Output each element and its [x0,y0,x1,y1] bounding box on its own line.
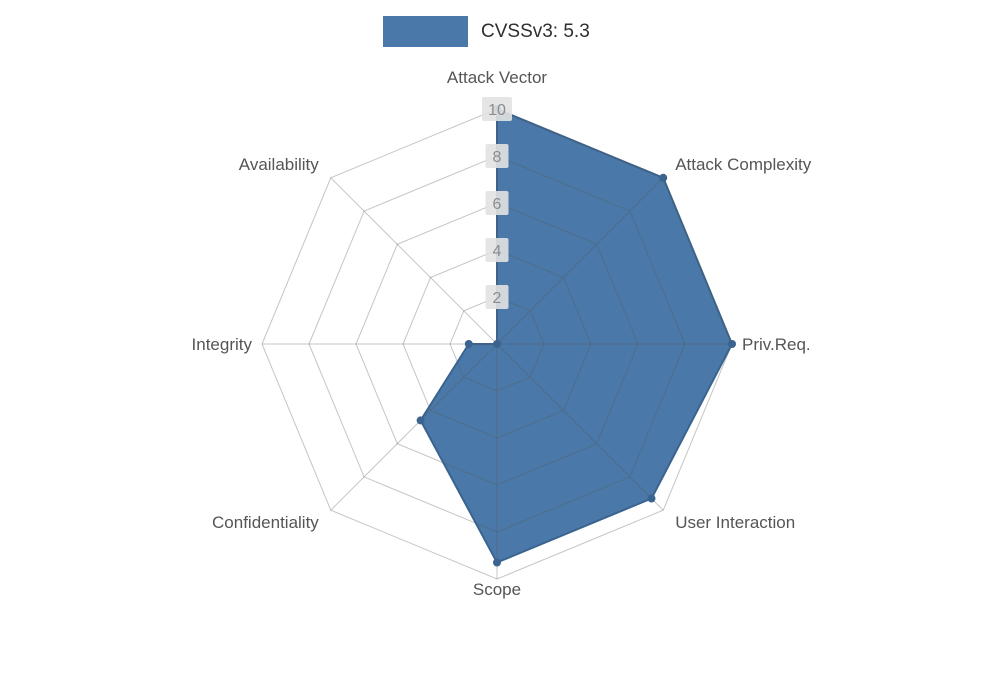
axis-label-attack-complexity: Attack Complexity [675,155,812,174]
axis-label-priv-req: Priv.Req. [742,335,811,354]
legend-label: CVSSv3: 5.3 [481,20,590,42]
grid-ring [449,296,545,392]
axis-spoke [330,177,498,345]
vertex-marker [493,558,501,567]
tick-label: 6 [493,196,502,213]
tick-label: 8 [493,149,502,166]
tick-label-box [485,191,509,215]
axis-label-user-interaction: User Interaction [675,513,795,532]
vertex-marker [416,416,425,425]
axis-label-availability: Availability [239,155,320,174]
axis-spoke [330,343,498,511]
vertex-marker [728,340,736,348]
grid-ring [261,108,733,580]
axis-label-scope: Scope [473,580,521,599]
vertex-marker [493,340,501,348]
grid-ring [355,202,639,486]
legend-swatch [383,16,468,47]
axis-label-attack-vector: Attack Vector [447,68,547,87]
axis-spoke [496,177,664,345]
grid-ring [402,249,592,439]
vertex-marker [659,173,668,182]
axis-label-integrity: Integrity [192,335,253,354]
grid-ring [308,155,686,533]
tick-label-box [485,144,509,168]
vertex-marker [647,494,656,503]
tick-label: 4 [493,243,502,260]
tick-label: 2 [493,290,502,307]
tick-label: 10 [488,102,506,119]
chart-legend: CVSSv3: 5.3 [383,16,590,47]
vertex-marker [464,340,473,348]
tick-label-box [485,285,509,309]
tick-label-box [485,238,509,262]
tick-label-box [482,97,512,121]
axis-label-confidentiality: Confidentiality [212,513,319,532]
axis-spoke [496,343,664,511]
data-polygon [419,108,733,564]
